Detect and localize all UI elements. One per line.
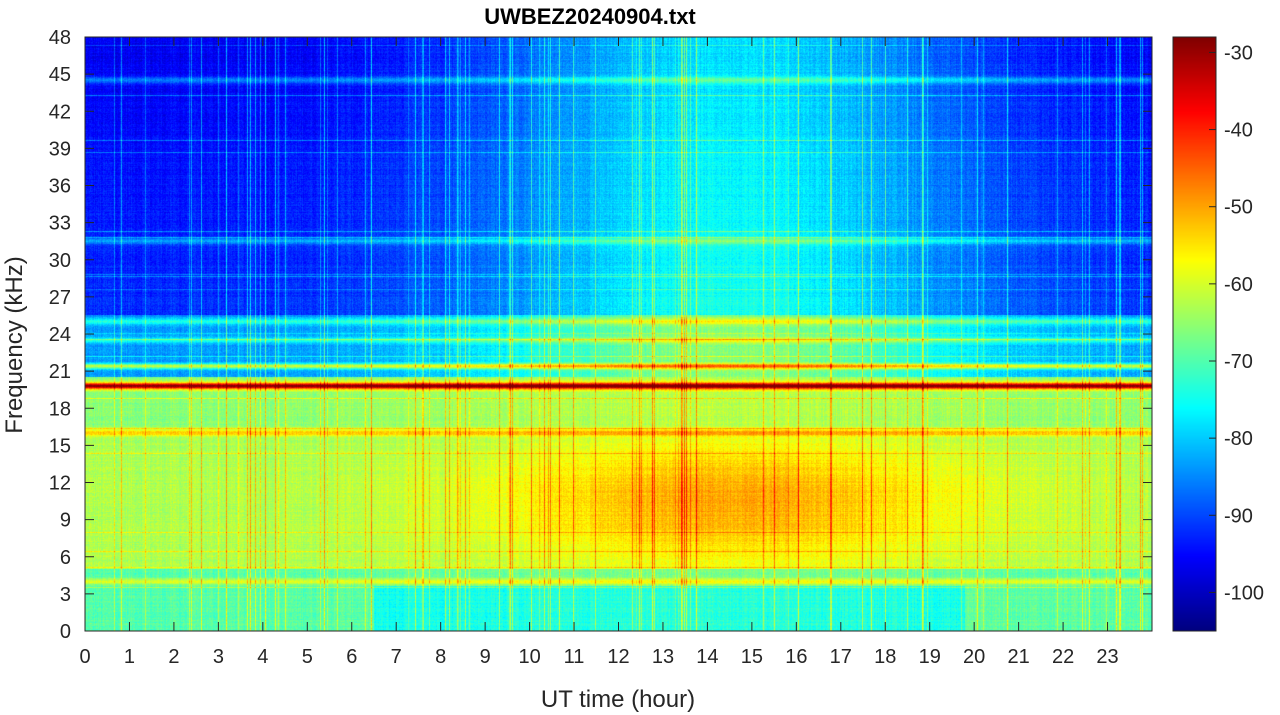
x-tick-label: 7 (391, 646, 402, 668)
colorbar (1173, 37, 1216, 631)
y-tick-label: 48 (49, 27, 71, 49)
y-tick-label: 6 (60, 547, 71, 569)
chart-title: UWBEZ20240904.txt (484, 4, 696, 29)
x-tick-label: 9 (480, 646, 491, 668)
x-axis-label: UT time (hour) (541, 686, 695, 713)
y-tick-label: 18 (49, 398, 71, 420)
colorbar-axis: -100 -90 -80 -70 -60 -50 -40 -30 (1209, 42, 1264, 604)
y-tick-label: 0 (60, 621, 71, 643)
x-tick-label: 22 (1052, 646, 1074, 668)
x-tick-label: 2 (168, 646, 179, 668)
y-tick-label: 39 (49, 138, 71, 160)
spectrogram-heatmap (85, 37, 1152, 631)
y-tick-label: 9 (60, 510, 71, 532)
colorbar-tick-label: -90 (1224, 505, 1253, 527)
x-tick-label: 19 (919, 646, 941, 668)
y-tick-label: 12 (49, 473, 71, 495)
colorbar-tick-label: -40 (1224, 120, 1253, 142)
colorbar-frame (1172, 36, 1217, 632)
y-tick-label: 15 (49, 435, 71, 457)
x-tick-label: 12 (607, 646, 629, 668)
colorbar-tick-label: -70 (1224, 351, 1253, 373)
x-tick-label: 18 (874, 646, 896, 668)
y-tick-label: 27 (49, 287, 71, 309)
x-tick-label: 4 (257, 646, 268, 668)
y-tick-label: 33 (49, 213, 71, 235)
x-tick-label: 8 (435, 646, 446, 668)
x-tick-label: 13 (652, 646, 674, 668)
y-tick-label: 42 (49, 101, 71, 123)
y-axis-label: Frequency (kHz) (1, 256, 28, 433)
y-tick-label: 24 (49, 324, 71, 346)
y-tick-label: 36 (49, 176, 71, 198)
y-tick-label: 21 (49, 361, 71, 383)
x-tick-label: 14 (696, 646, 718, 668)
x-tick-label: 11 (564, 646, 585, 668)
y-tick-label: 3 (60, 584, 71, 606)
x-tick-label: 5 (302, 646, 313, 668)
colorbar-tick-label: -50 (1224, 197, 1253, 219)
x-tick-label: 21 (1008, 646, 1030, 668)
y-tick-label: 30 (49, 250, 71, 272)
colorbar-tick-label: -100 (1224, 582, 1264, 604)
x-tick-label: 10 (518, 646, 540, 668)
x-tick-label: 6 (346, 646, 357, 668)
x-tick-label: 20 (963, 646, 985, 668)
colorbar-tick-label: -30 (1224, 42, 1253, 64)
y-tick-label: 45 (49, 64, 71, 86)
x-axis: 0 1 2 3 4 5 6 7 8 9 10 11 12 13 14 15 16 17 18 19 20 21 22 23 (79, 37, 1119, 668)
x-tick-label: 23 (1096, 646, 1118, 668)
x-tick-label: 16 (785, 646, 807, 668)
x-tick-label: 17 (830, 646, 852, 668)
x-tick-label: 1 (124, 646, 135, 668)
colorbar-tick-label: -80 (1224, 428, 1253, 450)
x-tick-label: 15 (741, 646, 763, 668)
x-tick-label: 0 (79, 646, 90, 668)
x-tick-label: 3 (213, 646, 224, 668)
colorbar-tick-label: -60 (1224, 274, 1253, 296)
